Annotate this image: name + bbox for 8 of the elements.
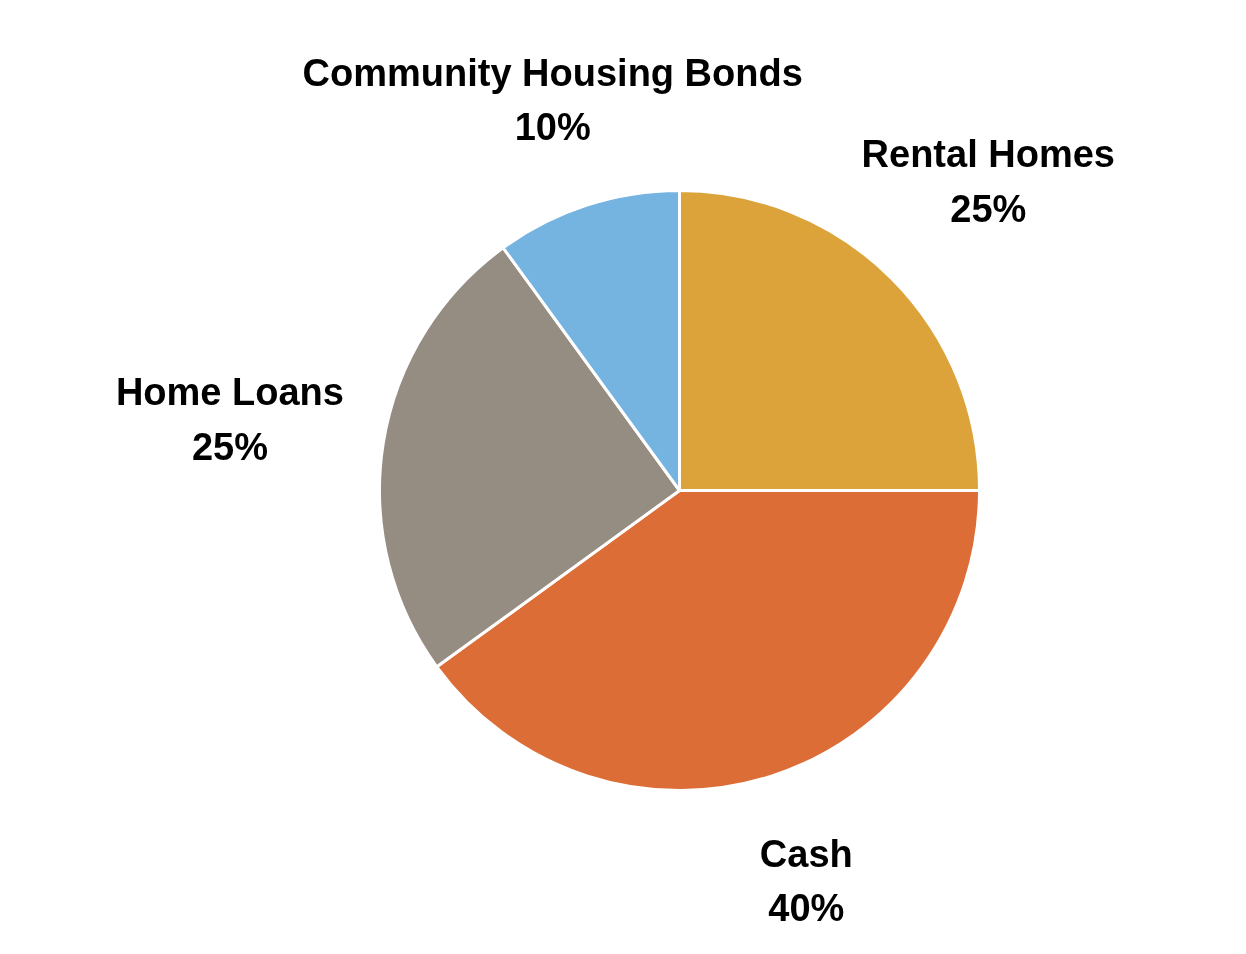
data-label: 10% (514, 106, 591, 149)
slice-label: Community Housing Bonds (302, 51, 803, 94)
slice-label: Rental Homes (861, 133, 1115, 176)
data-label: 25% (950, 188, 1027, 231)
slice-label: Cash (759, 832, 853, 875)
data-label: 40% (768, 887, 845, 930)
data-label: 25% (191, 425, 268, 468)
slice-label: Home Loans (115, 370, 344, 413)
